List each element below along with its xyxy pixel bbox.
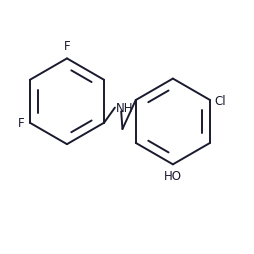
Text: Cl: Cl bbox=[214, 94, 225, 107]
Text: HO: HO bbox=[163, 170, 181, 183]
Text: F: F bbox=[64, 40, 70, 53]
Text: NH: NH bbox=[116, 102, 133, 115]
Text: F: F bbox=[18, 117, 25, 130]
